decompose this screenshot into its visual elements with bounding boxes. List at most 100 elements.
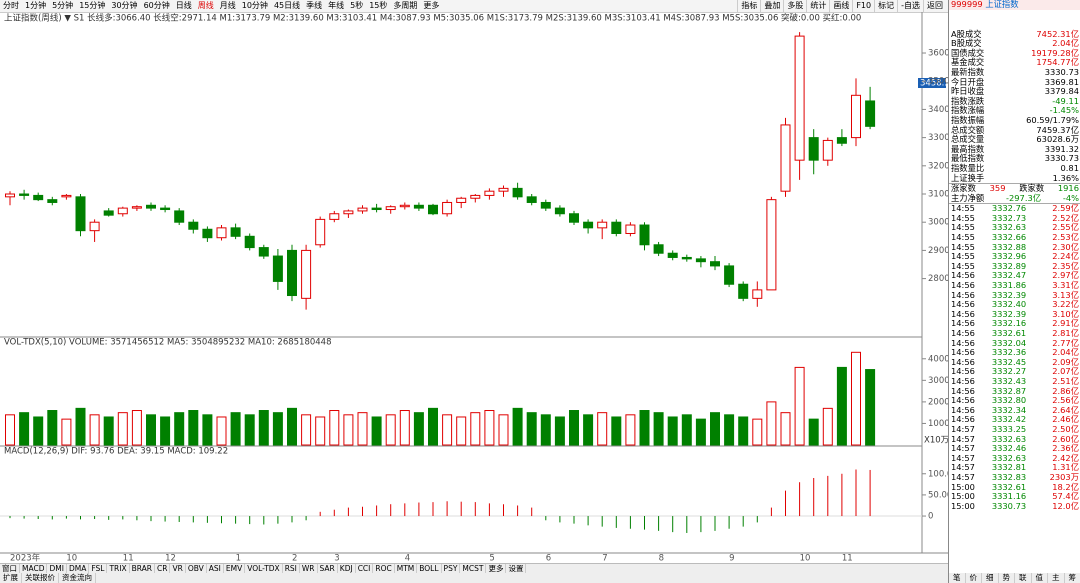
tick-price: 3332.63 (991, 433, 1027, 444)
indicator-tab[interactable]: VOL-TDX (245, 564, 283, 574)
tick-volume: 2.91亿 (1052, 318, 1079, 329)
indicator-tab[interactable]: MCST (460, 564, 487, 574)
tick-volume: 2.51亿 (1052, 375, 1079, 386)
tool-button[interactable]: 统计 (806, 0, 829, 12)
right-tab[interactable]: 主 (1048, 573, 1065, 583)
tool-button[interactable]: 返回 (923, 0, 946, 12)
indicator-tab[interactable]: EMV (224, 564, 246, 574)
quote-row: B股成交 2.04亿 (949, 39, 1080, 49)
tool-button[interactable]: 叠加 (760, 0, 783, 12)
quote-rows: A股成交 7452.31亿 B股成交 2.04亿 国债成交 19179.28亿 基金成交 17… (949, 29, 1080, 204)
tool-button[interactable]: 画线 (829, 0, 852, 12)
indicator-tab[interactable]: CR (155, 564, 171, 574)
indicator-tab[interactable]: BRAR (130, 564, 156, 574)
indicator-tab[interactable]: 设置 (506, 564, 527, 574)
tick-row: 14:57 3332.63 2.60亿 (949, 433, 1080, 445)
volume-bar (738, 416, 749, 446)
tick-volume: 2.97亿 (1052, 270, 1079, 281)
indicator-tab[interactable]: VR (170, 564, 186, 574)
tool-button[interactable]: 标记 (874, 0, 897, 12)
tick-time: 14:57 (951, 433, 975, 444)
tick-price: 3332.87 (991, 385, 1027, 396)
indicator-tab[interactable]: FSL (89, 564, 108, 574)
indicator-tab[interactable]: DMA (67, 564, 90, 574)
quote-panel: 999999 上证指数 A股成交 7452.31亿 B股成交 2.04亿 国债成交 191… (948, 0, 1080, 583)
x-tick-label: 12 (165, 554, 176, 564)
volume-bar (752, 418, 763, 446)
tick-volume: 2.77亿 (1052, 337, 1079, 348)
tool-button[interactable]: -自选 (897, 0, 923, 12)
period-tab[interactable]: 1分钟 (25, 1, 47, 10)
period-tab[interactable]: 周线 (197, 1, 214, 10)
indicator-tab[interactable]: SAR (318, 564, 338, 574)
period-tab[interactable]: 月线 (219, 1, 236, 10)
candle-body (724, 265, 735, 285)
candle-body (653, 244, 664, 254)
candle-body (89, 221, 100, 232)
quote-row: 总成交量 63028.6万 (949, 135, 1080, 145)
tool-button[interactable]: 多股 (783, 0, 806, 12)
period-tab[interactable]: 10分钟 (241, 1, 268, 10)
indicator-tab[interactable]: MACD (20, 564, 48, 574)
tick-row: 14:56 3332.43 2.51亿 (949, 375, 1080, 387)
right-tab[interactable]: 细 (982, 573, 999, 583)
period-tab[interactable]: 30分钟 (111, 1, 138, 10)
right-tab[interactable]: 值 (1032, 573, 1048, 583)
candle-body (766, 199, 777, 291)
candle-body (131, 206, 142, 209)
right-tab[interactable]: 势 (999, 573, 1015, 583)
tick-price: 3332.27 (991, 366, 1027, 377)
quote-value: 3369.81 (1044, 76, 1079, 87)
candle-body (258, 247, 269, 257)
period-tab[interactable]: 5分钟 (52, 1, 74, 10)
tool-button[interactable]: 指标 (737, 0, 760, 12)
indicator-tab[interactable]: DMI (47, 564, 67, 574)
tick-price: 3330.73 (991, 500, 1027, 511)
period-tab[interactable]: 日线 (175, 1, 192, 10)
period-tab[interactable]: 15分钟 (79, 1, 106, 10)
tick-price: 3332.73 (991, 212, 1027, 223)
bottom-tab[interactable]: 扩展 (0, 573, 22, 583)
right-tab[interactable]: 价 (966, 573, 982, 583)
indicator-tab[interactable]: CCI (356, 564, 374, 574)
period-tab[interactable]: 45日线 (273, 1, 301, 10)
period-tab[interactable]: 季线 (306, 1, 323, 10)
period-tab[interactable]: 更多 (423, 1, 440, 10)
tool-button[interactable]: F10 (852, 0, 874, 12)
volume-bar (597, 412, 608, 446)
indicator-tab[interactable]: BOLL (417, 564, 442, 574)
indicator-tab[interactable]: TRIX (107, 564, 130, 574)
period-tab[interactable]: 年线 (328, 1, 345, 10)
period-tab[interactable]: 60分钟 (143, 1, 170, 10)
indicator-tab[interactable]: 窗口 (0, 564, 20, 574)
flow-item: 主力净额 (951, 192, 985, 203)
tick-price: 3332.40 (991, 299, 1027, 310)
indicator-tab[interactable]: WR (300, 564, 318, 574)
period-tab[interactable]: 5秒 (350, 1, 364, 10)
quote-value: 63028.6万 (1036, 134, 1079, 145)
bottom-tab[interactable]: 资金流向 (59, 573, 96, 583)
indicator-tab[interactable]: 更多 (486, 564, 507, 574)
candle-body (174, 210, 185, 223)
volume-bar (202, 414, 213, 446)
period-tab[interactable]: 15秒 (369, 1, 388, 10)
indicator-tab[interactable]: RSI (283, 564, 300, 574)
indicator-tab[interactable]: KDJ (338, 564, 356, 574)
breadth-item: 涨家数 (951, 183, 976, 194)
indicator-tab[interactable]: MTM (395, 564, 418, 574)
volume-bar (625, 414, 636, 446)
indicator-tab[interactable]: ROC (373, 564, 395, 574)
tick-price: 3332.39 (991, 308, 1027, 319)
period-tab[interactable]: 分时 (3, 1, 19, 10)
period-tab[interactable]: 多周期 (393, 1, 418, 10)
y-tick-label: 3300 (928, 133, 948, 143)
indicator-tab[interactable]: OBV (186, 564, 207, 574)
indicator-tab[interactable]: ASI (207, 564, 224, 574)
right-tab[interactable]: 筹 (1065, 573, 1080, 583)
indicator-tab[interactable]: PSY (442, 564, 461, 574)
bottom-tab[interactable]: 关联报价 (22, 573, 59, 583)
right-tab[interactable]: 笔 (949, 573, 966, 583)
right-tab[interactable]: 联 (1015, 573, 1032, 583)
volume-bar (695, 418, 706, 446)
